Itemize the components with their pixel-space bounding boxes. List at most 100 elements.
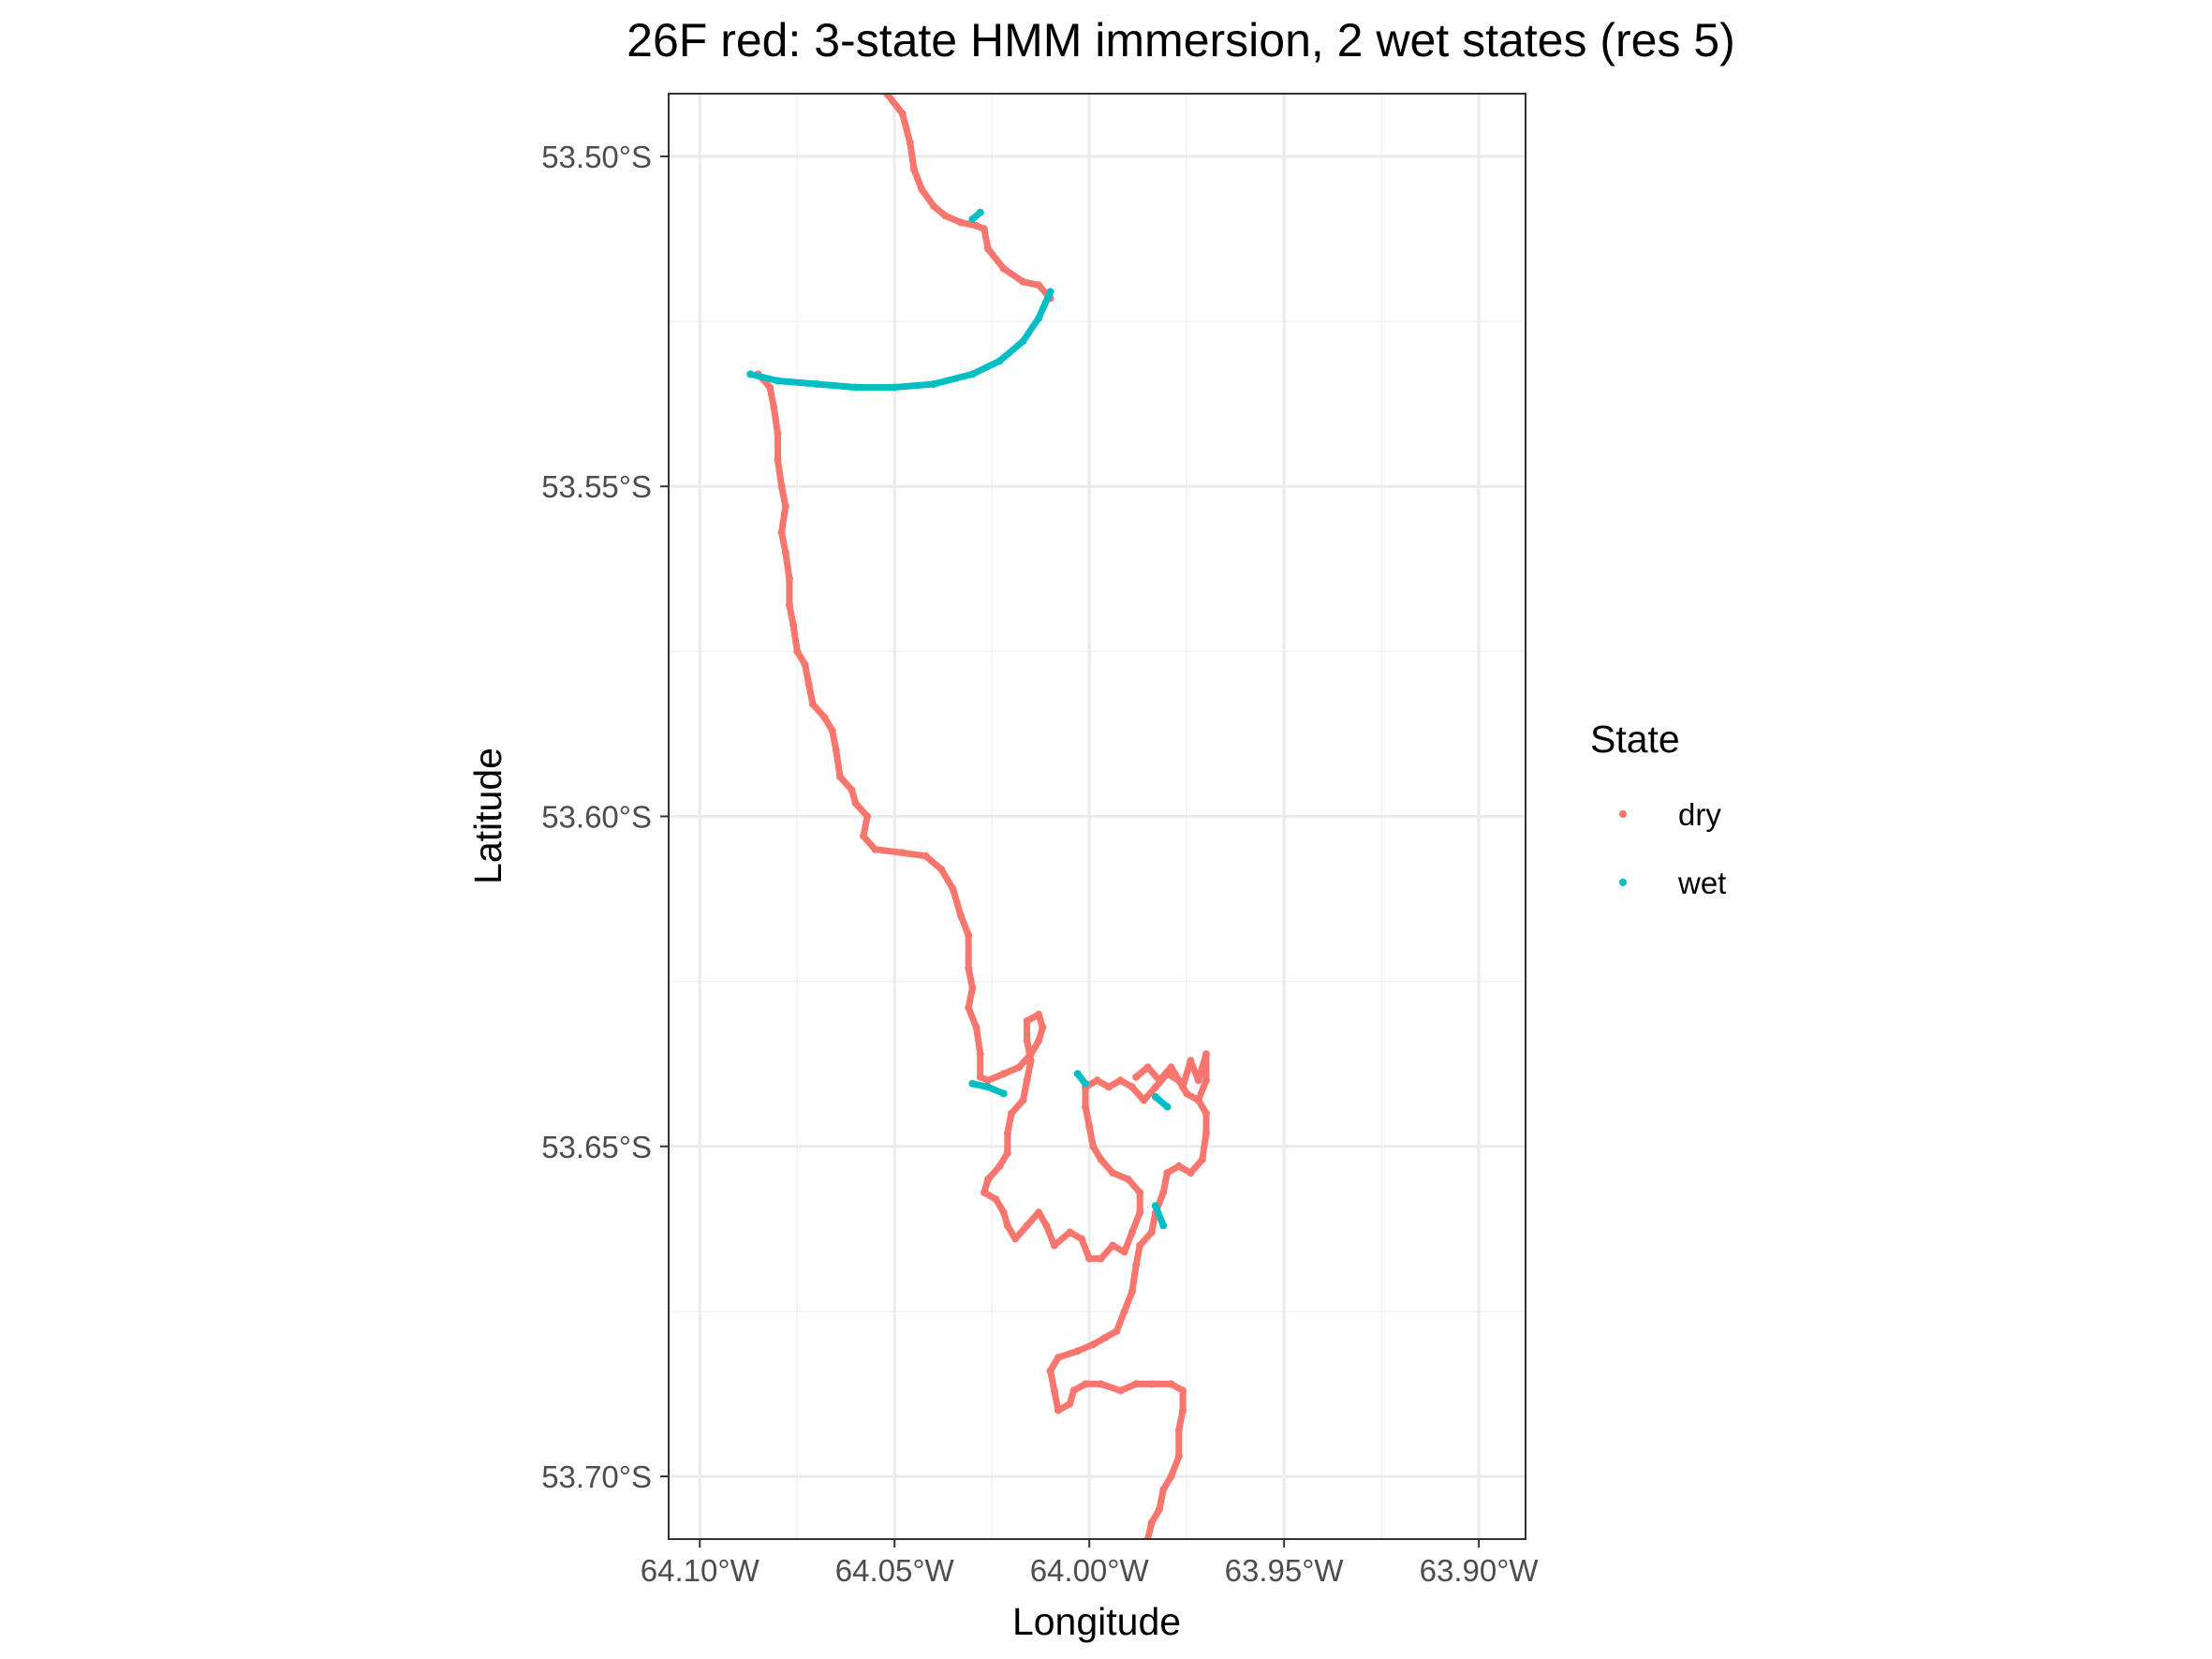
dry-point [992, 1195, 1000, 1204]
wet-point [976, 208, 984, 216]
dry-point [980, 225, 988, 233]
y-tick-label: 53.65°S [541, 1130, 652, 1164]
dry-point [1008, 1109, 1015, 1118]
series-wet [746, 208, 1172, 1230]
dry-point [848, 786, 856, 794]
dry-point [1085, 1122, 1094, 1131]
dry-point [1023, 1076, 1031, 1085]
dry-point [995, 1162, 1004, 1170]
dry-point [1089, 1142, 1098, 1150]
dry-point [1023, 1222, 1031, 1230]
wet-point [1019, 337, 1027, 346]
wet-point [1082, 1079, 1089, 1088]
wet-point [1151, 1092, 1159, 1101]
grid [669, 94, 1526, 1539]
y-tick-label: 53.60°S [541, 800, 652, 835]
wet-point [968, 370, 977, 378]
dry-point [1174, 1162, 1183, 1170]
dry-point [1136, 1241, 1144, 1250]
dry-point [937, 865, 946, 873]
dry-point [1156, 1076, 1163, 1085]
dry-point [965, 964, 973, 972]
wet-point [1073, 1070, 1082, 1078]
dry-point [984, 1076, 992, 1085]
dry-point [1147, 1228, 1156, 1237]
dry-point [777, 482, 786, 491]
wet-point [813, 380, 820, 388]
dry-point [1179, 1406, 1187, 1415]
x-tick-label: 63.95°W [1225, 1553, 1345, 1588]
wet-point [984, 1083, 992, 1091]
dry-point [1174, 1452, 1183, 1460]
dry-point [929, 201, 937, 210]
dry-point [1174, 1426, 1183, 1434]
dry-point [972, 221, 981, 230]
dry-point [949, 885, 957, 893]
dry-point [956, 218, 965, 227]
dry-point [910, 166, 918, 173]
dry-point [1035, 281, 1043, 289]
dry-point [1183, 1089, 1191, 1098]
dry-point [1035, 1208, 1043, 1217]
dry-point [999, 1070, 1008, 1078]
dry-point [1202, 1109, 1210, 1118]
dry-point [1066, 1400, 1074, 1408]
dry-point [1167, 1473, 1175, 1481]
dry-point [785, 601, 793, 609]
legend-label-dry: dry [1678, 797, 1721, 832]
dry-point [1097, 1254, 1105, 1263]
dry-point [1202, 1050, 1210, 1059]
dry-point [1026, 1050, 1035, 1059]
legend-title: State [1590, 718, 1680, 761]
x-tick-label: 64.00°W [1030, 1553, 1150, 1588]
dry-point [1147, 1380, 1156, 1388]
dry-point [1128, 1228, 1136, 1237]
dry-point [781, 502, 789, 511]
y-tick-label: 53.70°S [541, 1459, 652, 1494]
dry-point [1156, 1505, 1163, 1514]
y-tick-label: 53.50°S [541, 140, 652, 174]
dry-point [898, 110, 907, 118]
dry-point [1054, 1406, 1062, 1415]
wet-point [968, 1079, 977, 1088]
dry-point [1085, 1254, 1094, 1263]
legend-key-dry [1619, 810, 1627, 818]
dry-point [1042, 1222, 1051, 1230]
dry-point [1023, 1037, 1031, 1045]
dry-point [1159, 1486, 1168, 1494]
wet-point [1159, 1222, 1168, 1230]
dry-point [922, 852, 930, 860]
dry-point [832, 747, 840, 754]
dry-point [828, 726, 836, 734]
dry-point [785, 574, 793, 583]
dry-point [808, 700, 817, 708]
dry-point [804, 680, 813, 689]
chart-title: 26F red: 3-state HMM immersion, 2 wet st… [627, 14, 1735, 67]
dry-point [1035, 1037, 1043, 1045]
dry-point [1093, 1076, 1101, 1085]
dry-point [1050, 1241, 1058, 1250]
dry-point [1163, 1169, 1172, 1177]
dry-point [1082, 1103, 1089, 1111]
dry-point [980, 1189, 988, 1197]
dry-point [968, 984, 977, 992]
dry-point [1151, 1083, 1159, 1091]
dry-point [781, 548, 789, 556]
wet-point [891, 383, 899, 392]
dry-point [1116, 1076, 1125, 1085]
dry-point [1128, 1287, 1136, 1296]
dry-point [1124, 1176, 1132, 1183]
dry-point [863, 812, 872, 821]
dry-point [1159, 1189, 1168, 1197]
dry-point [1116, 1386, 1125, 1395]
wet-point [1163, 1103, 1172, 1111]
dry-point [1082, 1380, 1089, 1388]
dry-point [1120, 1248, 1128, 1256]
dry-point [898, 849, 907, 857]
dry-point [1179, 1386, 1187, 1395]
dry-point [1187, 1057, 1195, 1065]
dry-point [999, 264, 1008, 273]
x-tick-label: 63.90°W [1420, 1553, 1540, 1588]
legend: State dry wet [1590, 718, 1726, 900]
